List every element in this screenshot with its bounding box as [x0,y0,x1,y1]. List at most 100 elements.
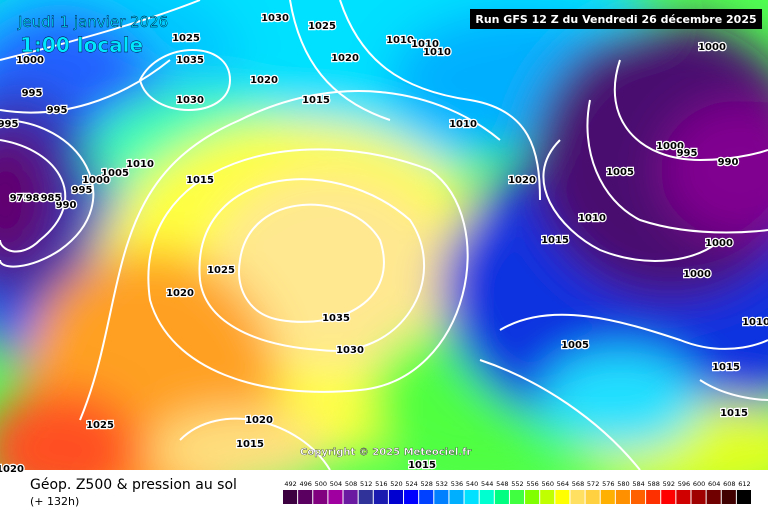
isobar-label: 1035 [322,313,350,324]
legend-swatch [434,490,449,504]
legend-label: 568 [572,480,584,488]
legend-label: 540 [466,480,478,488]
isobar-label: 1015 [302,95,330,106]
legend-swatch [691,490,706,504]
isobar-label: 1010 [386,35,414,46]
legend-label: 600 [693,480,705,488]
legend-swatch [494,490,509,504]
legend-swatch [388,490,404,504]
legend-swatch [736,490,751,504]
legend-label: 516 [375,480,387,488]
legend-label: 512 [360,480,372,488]
legend-label: 528 [421,480,433,488]
isobar-label: 1015 [712,362,740,373]
legend-label: 504 [330,480,342,488]
isobar-label: 1005 [606,167,634,178]
isobar-label: 975 [10,193,31,204]
isobar-label: 1030 [261,13,289,24]
isobar-label: 1020 [250,75,278,86]
legend-label: 612 [738,480,750,488]
run-info: Run GFS 12 Z du Vendredi 26 décembre 202… [475,13,756,26]
legend-label: 580 [617,480,629,488]
legend-swatch [283,490,298,504]
isobar-label: 1010 [578,213,606,224]
legend-label: 552 [511,480,523,488]
legend-swatch [600,490,615,504]
isobar-label: 1000 [82,175,110,186]
legend-swatch [706,490,721,504]
legend-label: 536 [451,480,463,488]
isobar-label: 1025 [207,265,235,276]
legend-swatch [313,490,328,504]
legend-swatch [570,490,585,504]
isobar-label: 1010 [449,119,477,130]
isobar-label: 1035 [176,55,204,66]
isobar-label: 1005 [101,168,129,179]
legend-label: 544 [481,480,493,488]
isobar-label: 990 [718,157,739,168]
footer-title: Géop. Z500 & pression au sol [30,477,237,493]
legend-label: 560 [542,480,554,488]
legend-swatch [404,490,419,504]
forecast-time: 1:00 locale [20,33,143,57]
isobar-label: 1010 [423,47,451,58]
legend-swatch [343,490,358,504]
isobar-label: 1015 [541,235,569,246]
legend-swatch [509,490,525,504]
isobar-label: 1015 [720,408,748,419]
legend-label: 596 [678,480,690,488]
isobar-label: 990 [56,200,77,211]
legend-label: 584 [632,480,644,488]
isobar-label: 1020 [245,415,273,426]
legend-label: 496 [299,480,311,488]
isobar-label: 1015 [186,175,214,186]
legend-label: 592 [663,480,675,488]
legend-swatch [525,490,540,504]
legend-swatch [464,490,479,504]
legend-swatch [419,490,434,504]
legend-label: 520 [390,480,402,488]
isobar-label: 995 [47,105,68,116]
isobar-label: 1000 [683,269,711,280]
legend-swatch [358,490,373,504]
legend-swatch [449,490,464,504]
legend-swatch [479,490,494,504]
isobar-label: 1025 [86,420,114,431]
isobar-label: 1000 [656,141,684,152]
isobar-label: 1025 [172,33,200,44]
isobar-label: 1005 [561,340,589,351]
legend-swatch [721,490,736,504]
legend-label: 588 [647,480,659,488]
isobar-label: 1020 [508,175,536,186]
isobar-label: 1030 [336,345,364,356]
isobar-label: 1010 [411,39,439,50]
isobar-label: 995 [677,148,698,159]
legend-label: 532 [436,480,448,488]
legend-swatch [661,490,676,504]
isobar-label: 1030 [176,95,204,106]
legend-swatch [676,490,691,504]
legend-label: 492 [284,480,296,488]
legend-swatch [555,490,570,504]
legend-swatch [298,490,313,504]
legend-swatch [540,490,555,504]
copyright: Copyright © 2025 Meteociel.fr [300,447,471,458]
isobar-label: 995 [22,88,43,99]
legend-swatch [615,490,630,504]
legend-swatch [646,490,661,504]
legend-swatch [373,490,388,504]
legend-label: 576 [602,480,614,488]
isobar-label: 1000 [705,238,733,249]
isobar-labels: 1030102510251035103010009959959951020102… [0,12,768,477]
legend-swatch [630,490,646,504]
isobar-label: 1015 [236,439,264,450]
isobars [0,0,768,470]
legend-label: 524 [405,480,417,488]
legend-label: 500 [315,480,327,488]
legend-label: 548 [496,480,508,488]
run-box [470,9,762,29]
isobar-label: 1015 [408,460,436,471]
isobar-label: 1000 [698,42,726,53]
